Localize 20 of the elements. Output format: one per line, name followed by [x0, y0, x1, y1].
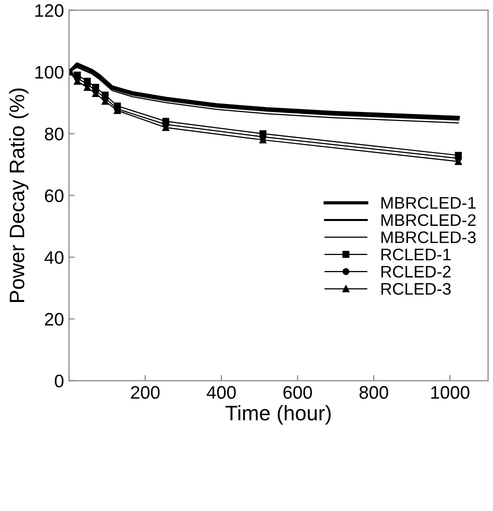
legend-label: MBRCLED-1 — [381, 196, 476, 209]
y-tick-label: 60 — [44, 189, 64, 202]
x-tick-label: 600 — [283, 386, 312, 399]
legend-label: MBRCLED-2 — [381, 214, 476, 226]
legend-label: RCLED-1 — [381, 248, 451, 260]
x-tick-label: 800 — [360, 386, 388, 399]
y-tick-label: 0 — [54, 374, 64, 388]
x-tick-label: 200 — [131, 386, 160, 399]
legend-label: RCLED-3 — [381, 283, 451, 295]
y-tick-label: 80 — [44, 128, 64, 140]
x-tick-label: 400 — [206, 386, 236, 399]
y-tick-label: 40 — [44, 251, 64, 264]
y-axis-title: Power Decay Ratio (%) — [9, 88, 28, 302]
y-tick-label: 120 — [35, 4, 64, 17]
y-tick-label: 20 — [44, 312, 64, 326]
y-tick-label: 100 — [35, 66, 64, 79]
x-tick-label: 1000 — [431, 386, 470, 399]
legend-label: RCLED-2 — [381, 266, 451, 278]
x-axis-title: Time (hour) — [226, 405, 331, 425]
legend-label: MBRCLED-3 — [381, 231, 476, 244]
